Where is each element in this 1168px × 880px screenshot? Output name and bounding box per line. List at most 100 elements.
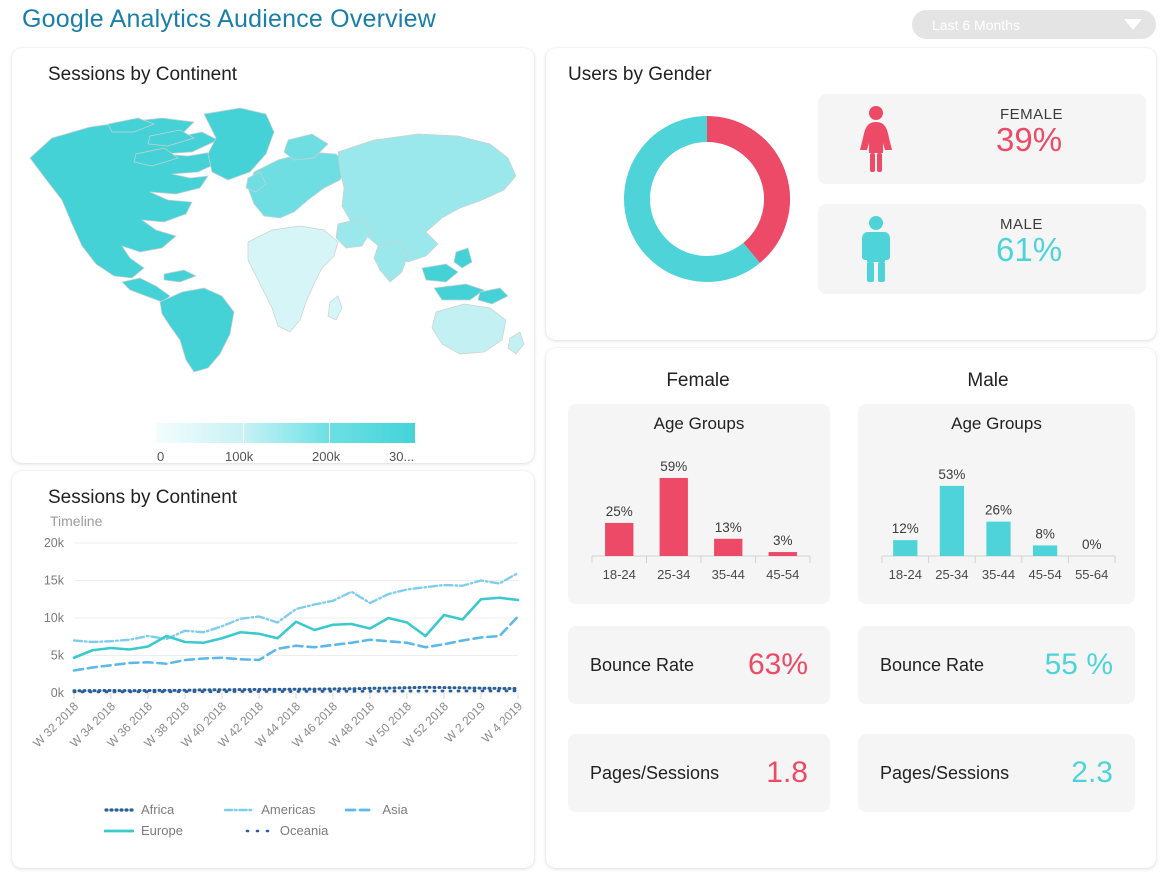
column-heading-male: Male — [967, 370, 1009, 391]
bar-category-label-35-44: 35-44 — [712, 567, 745, 582]
bar-value-label-25-34: 53% — [938, 467, 965, 482]
age-groups-title-male: Age Groups — [951, 414, 1042, 433]
metric-bounce-rate-male[interactable]: Bounce Rate 55 % — [858, 626, 1135, 704]
map-region-australia — [431, 303, 507, 355]
legend-item-europe[interactable]: Europe — [104, 823, 183, 838]
map-region-indonesia — [433, 283, 485, 301]
line-series-asia[interactable] — [72, 615, 520, 672]
bar-category-label-18-24: 18-24 — [603, 567, 636, 582]
bar-value-label-55-64: 0% — [1082, 537, 1102, 552]
donut-segment-male[interactable] — [624, 116, 760, 282]
metric-pages-sessions-female[interactable]: Pages/Sessions 1.8 — [568, 734, 830, 812]
gender-label-female: FEMALE — [1000, 106, 1064, 123]
map-legend-tick-0: 0 — [157, 449, 165, 464]
map-region-north-america — [29, 117, 221, 279]
legend-item-asia[interactable]: Asia — [345, 802, 408, 817]
map-region-philippines — [453, 247, 473, 269]
bar-45-54[interactable] — [768, 552, 797, 556]
bar-18-24[interactable] — [605, 522, 634, 556]
bar-35-44[interactable] — [714, 538, 743, 556]
metric-pages-sessions-male[interactable]: Pages/Sessions 2.3 — [858, 734, 1135, 812]
bar-25-34[interactable] — [939, 485, 965, 556]
map-legend-ticks: 0 100k 200k 30... — [157, 449, 415, 469]
map-region-new-zealand — [507, 331, 525, 355]
gender-tile-female[interactable]: FEMALE 39% — [818, 94, 1146, 184]
map-region-central-america — [121, 277, 171, 303]
map-region-scandinavia — [283, 133, 329, 161]
map-card-title: Sessions by Continent — [48, 64, 238, 85]
line-series-europe[interactable] — [72, 596, 520, 660]
map-legend-tick-3: 30... — [389, 449, 415, 464]
metric-label: Pages/Sessions — [880, 762, 1010, 783]
bar-category-label-55-64: 55-64 — [1075, 567, 1108, 582]
dashboard-header: Google Analytics Audience Overview Last … — [0, 0, 1168, 46]
bar-category-label-45-54: 45-54 — [1028, 567, 1061, 582]
gender-value-female: 39% — [996, 121, 1063, 158]
age-groups-panel-male: Age Groups 12% 18-24 53% 25-34 26% 35-44 8% 45-… — [858, 404, 1135, 604]
metric-bounce-rate-female[interactable]: Bounce Rate 63% — [568, 626, 830, 704]
bar-25-34[interactable] — [659, 477, 688, 556]
bar-value-label-18-24: 25% — [606, 504, 633, 519]
y-axis-tick-15k: 15k — [44, 574, 65, 588]
bar-value-label-35-44: 26% — [985, 503, 1012, 518]
gender-donut-chart[interactable] — [618, 110, 796, 288]
y-axis-tick-0k: 0k — [51, 686, 65, 700]
metric-label: Pages/Sessions — [590, 762, 720, 783]
line-series-oceania[interactable] — [72, 689, 520, 694]
line-series-americas[interactable] — [72, 571, 520, 644]
world-map[interactable] — [22, 96, 527, 381]
donut-segment-female[interactable] — [706, 116, 790, 263]
legend-item-oceania[interactable]: Oceania — [243, 823, 328, 838]
metric-label: Bounce Rate — [590, 654, 695, 675]
bar-category-label-18-24: 18-24 — [889, 567, 922, 582]
x-axis-label: W 4 2019 — [479, 699, 525, 745]
bar-18-24[interactable] — [893, 540, 918, 556]
legend-label-africa: Africa — [141, 802, 175, 817]
legend-item-americas[interactable]: Americas — [224, 802, 315, 817]
y-axis-tick-10k: 10k — [44, 611, 65, 625]
timeline-card-subtitle: Timeline — [50, 513, 103, 529]
age-groups-bar-chart-male[interactable]: 12% 18-24 53% 25-34 26% 35-44 8% 45-54 0% 55-64 — [868, 440, 1125, 594]
timeline-line-chart[interactable]: 0k 5k 10k 15k 20k W 32 2018 W 34 2018 W 36 2018… — [20, 533, 526, 783]
age-groups-bar-chart-female[interactable]: 25% 18-24 59% 25-34 13% 35-44 3% 45-54 — [578, 440, 820, 594]
gender-card-title: Users by Gender — [568, 64, 712, 85]
legend-marker-asia — [345, 804, 376, 816]
gender-value-male: 61% — [996, 231, 1063, 268]
demographics-card: Female Male Age Groups 25% 18-24 59% 25-34 1… — [546, 348, 1156, 868]
sessions-timeline-card: Sessions by Continent Timeline 0k 5k 10k 15… — [12, 471, 534, 868]
map-region-southeast-asia — [421, 263, 459, 283]
metric-value: 2.3 — [1071, 756, 1113, 789]
date-range-dropdown[interactable]: Last 6 Months — [912, 10, 1156, 39]
legend-marker-americas — [224, 804, 255, 816]
bar-value-label-35-44: 13% — [715, 520, 742, 535]
map-region-arctic-islands — [107, 117, 155, 133]
map-region-png — [477, 287, 509, 305]
legend-label-americas: Americas — [261, 802, 316, 817]
map-region-asia — [337, 133, 517, 263]
gender-label-male: MALE — [1000, 216, 1043, 233]
legend-marker-africa — [104, 804, 134, 816]
line-series-africa[interactable] — [72, 685, 520, 693]
legend-item-africa[interactable]: Africa — [104, 802, 174, 817]
bar-35-44[interactable] — [986, 521, 1011, 556]
map-region-africa — [247, 225, 339, 333]
sessions-by-continent-map-card: Sessions by Continent — [12, 48, 534, 464]
metric-value: 63% — [747, 648, 808, 681]
male-figure-icon — [854, 215, 898, 283]
map-legend-tick-1: 100k — [225, 449, 254, 464]
female-figure-icon — [854, 105, 898, 173]
legend-marker-europe — [104, 825, 134, 837]
map-region-arctic-islands-3 — [133, 147, 179, 167]
date-range-value: Last 6 Months — [932, 16, 1020, 33]
bar-45-54[interactable] — [1032, 545, 1058, 556]
map-region-south-america — [159, 287, 235, 373]
page-title: Google Analytics Audience Overview — [22, 5, 436, 33]
map-region-madagascar — [327, 295, 343, 321]
map-region-greenland — [203, 107, 275, 181]
timeline-card-title: Sessions by Continent — [48, 487, 238, 508]
bar-category-label-25-34: 25-34 — [935, 567, 968, 582]
age-groups-panel-female: Age Groups 25% 18-24 59% 25-34 13% 35-44 3% 45-… — [568, 404, 830, 604]
chevron-down-icon — [1124, 19, 1142, 30]
gender-tile-male[interactable]: MALE 61% — [818, 204, 1146, 294]
